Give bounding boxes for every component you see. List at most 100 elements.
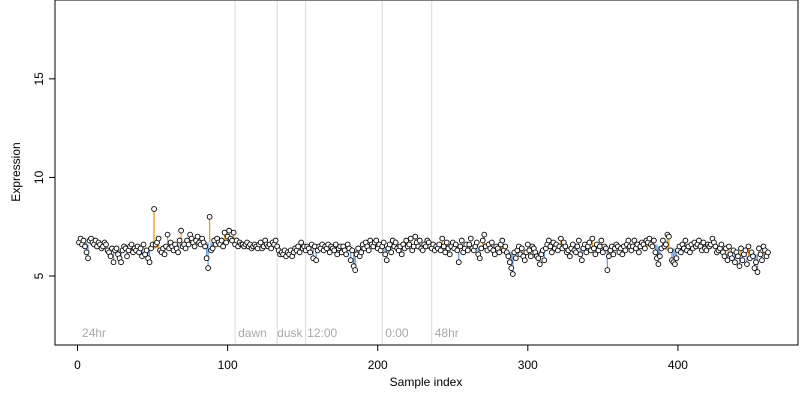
data-point [610,251,617,258]
region-label: 12:00 [307,326,337,340]
data-point [521,257,528,264]
data-point [83,249,90,256]
data-point [295,243,302,250]
data-point [505,253,512,260]
data-point [226,227,232,234]
x-tick-label: 100 [218,358,238,372]
data-point [416,237,423,244]
data-point [257,239,264,246]
data-point [736,263,743,269]
data-point [579,257,585,264]
data-point [735,253,741,260]
data-point [488,239,495,246]
data-point [562,243,569,250]
data-point [358,249,365,256]
data-point [458,237,465,244]
data-point [586,239,593,246]
data-point [209,245,216,252]
data-point [365,247,372,254]
data-point [753,259,759,266]
data-point [660,237,666,244]
data-point [349,247,356,254]
x-tick-label: 400 [668,358,688,372]
data-point [592,251,599,258]
data-point [398,251,405,258]
x-axis-title: Sample index [390,375,463,389]
data-point [218,237,225,244]
data-point [718,241,725,248]
data-point [452,241,459,248]
data-point [326,249,333,256]
data-point [526,247,533,254]
data-point [657,253,663,260]
data-point [757,251,764,258]
data-point [476,255,483,262]
data-point [625,237,632,244]
data-point [467,235,474,242]
data-point [223,239,229,246]
y-axis: 5 10 15 [32,72,56,279]
data-point [113,245,120,252]
data-point [576,237,582,244]
data-point [298,239,305,246]
data-point [646,235,653,242]
data-point [577,251,584,258]
data-point [466,241,473,248]
data-point [642,245,648,252]
data-point [700,239,707,246]
region-boundaries [234,1,433,344]
data-point [535,255,542,262]
data-point [481,231,488,238]
data-point [651,237,657,244]
data-point [331,247,338,254]
data-point [527,253,534,260]
data-point [191,243,198,250]
data-point [332,241,339,248]
data-point [666,233,672,240]
data-point [732,259,738,266]
data-point [598,237,605,244]
data-point [619,251,626,258]
data-point [221,229,228,236]
data-point [383,257,390,264]
data-point [573,249,579,256]
data-point [334,251,341,258]
data-point [202,243,208,250]
data-point [744,261,750,268]
data-point [574,243,581,250]
data-point [742,247,749,254]
data-point [110,259,117,266]
data-point [603,245,609,252]
x-tick-label: 0 [74,358,81,372]
data-point [622,247,629,254]
data-points [76,206,771,277]
region-label: 48hr [435,326,459,340]
data-point [205,265,211,271]
data-point [663,241,669,248]
data-point [506,259,513,266]
data-point [721,253,728,260]
data-point [388,249,395,256]
region-label: dusk [277,326,303,340]
data-point [673,255,680,262]
data-point [454,247,461,254]
data-point [479,237,486,244]
data-point [151,206,157,212]
data-point [443,239,450,246]
data-point [107,253,114,260]
data-point [128,241,135,248]
data-point [382,251,389,258]
data-point [164,231,171,238]
data-point [672,261,678,268]
data-point [296,249,303,256]
data-point [499,237,506,244]
data-point [606,253,612,260]
data-point [457,243,464,250]
data-point [738,245,744,252]
data-point [536,261,543,268]
data-point [118,259,124,266]
data-point [583,249,590,256]
data-point [566,253,573,260]
data-point [161,251,168,258]
data-point [557,235,564,242]
